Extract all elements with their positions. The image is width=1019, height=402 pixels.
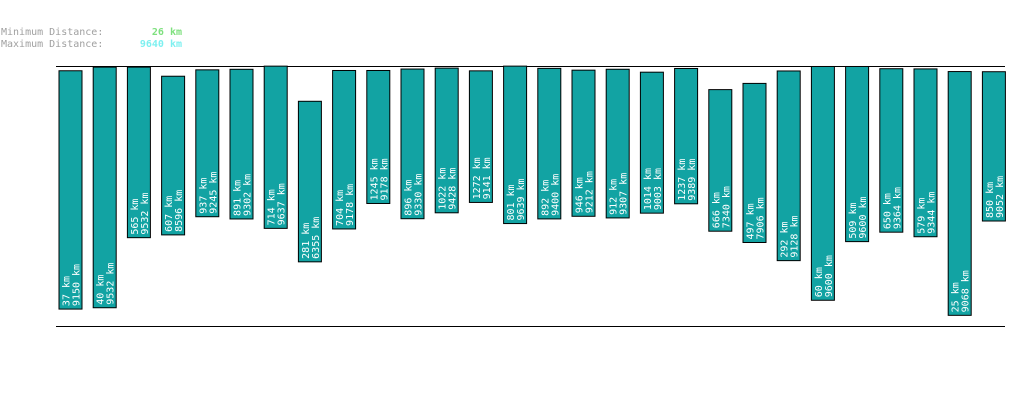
- min-label: 891 km: [233, 180, 244, 216]
- max-label: 6355 km: [311, 217, 322, 259]
- max-label: 9344 km: [927, 192, 938, 234]
- bar: [229, 68, 254, 220]
- bar: [879, 68, 904, 233]
- max-label: 9639 km: [516, 178, 527, 220]
- max-label: 9245 km: [208, 172, 219, 214]
- min-label: 850 km: [985, 182, 996, 218]
- max-label: 9364 km: [892, 187, 903, 229]
- bar: [263, 65, 288, 229]
- min-label: 650 km: [882, 193, 893, 229]
- summary-label: Minimum Distance:: [1, 27, 103, 38]
- min-label: 281 km: [301, 223, 312, 259]
- bar: [845, 65, 870, 243]
- max-label: 9068 km: [961, 270, 972, 312]
- bar: [913, 68, 938, 238]
- min-label: 912 km: [609, 179, 620, 215]
- bar: [571, 69, 596, 217]
- max-label: 9600 km: [824, 255, 835, 297]
- min-label: 892 km: [540, 180, 551, 216]
- bar: [674, 67, 699, 205]
- min-label: 1272 km: [472, 157, 483, 199]
- min-label: 666 km: [711, 192, 722, 228]
- max-label: 9212 km: [585, 171, 596, 213]
- summary-value: 26 km: [152, 27, 182, 38]
- max-label: 9128 km: [790, 215, 801, 257]
- min-label: 579 km: [917, 198, 928, 234]
- bar: [503, 65, 528, 225]
- min-label: 937 km: [198, 178, 209, 214]
- max-label: 9003 km: [653, 168, 664, 210]
- bar: [742, 82, 767, 243]
- bar: [366, 69, 391, 204]
- max-label: 9307 km: [619, 173, 630, 215]
- min-label: 565 km: [130, 199, 141, 235]
- bar: [297, 100, 322, 263]
- min-label: 25 km: [951, 282, 962, 312]
- max-label: 7340 km: [721, 186, 732, 228]
- max-label: 9302 km: [243, 174, 254, 216]
- min-label: 497 km: [746, 203, 757, 239]
- bar: [400, 68, 425, 220]
- bar: [708, 89, 733, 232]
- bar: [639, 71, 664, 214]
- max-label: 9330 km: [414, 174, 425, 216]
- max-label: 9637 km: [277, 183, 288, 225]
- max-label: 9532 km: [140, 193, 151, 235]
- min-label: 1022 km: [438, 168, 449, 210]
- max-label: 9532 km: [106, 263, 117, 305]
- min-label: 509 km: [848, 202, 859, 238]
- bar: [468, 70, 493, 203]
- min-label: 1237 km: [677, 159, 688, 201]
- max-label: 9178 km: [345, 184, 356, 226]
- bar: [195, 69, 220, 218]
- max-label: 9178 km: [379, 158, 390, 200]
- bar: [776, 70, 801, 262]
- summary-value: 9640 km: [140, 39, 182, 50]
- bar: [537, 67, 562, 220]
- max-label: 8596 km: [174, 190, 185, 232]
- min-label: 1014 km: [643, 168, 654, 210]
- max-label: 9428 km: [448, 168, 459, 210]
- summary-label: Maximum Distance:: [1, 39, 103, 50]
- min-label: 40 km: [96, 275, 107, 305]
- bar: [947, 71, 972, 316]
- max-label: 9150 km: [72, 264, 83, 306]
- max-label: 9052 km: [995, 176, 1006, 218]
- min-label: 37 km: [62, 276, 73, 306]
- bar: [58, 70, 83, 310]
- bar: [434, 67, 459, 214]
- bar: [605, 68, 630, 219]
- max-label: 7906 km: [756, 197, 767, 239]
- bar: [161, 75, 186, 236]
- min-label: 292 km: [780, 222, 791, 258]
- bar: [126, 66, 151, 239]
- min-label: 714 km: [267, 189, 278, 225]
- bar: [332, 69, 357, 230]
- min-label: 946 km: [575, 177, 586, 213]
- max-label: 9141 km: [482, 157, 493, 199]
- bar: [981, 71, 1006, 222]
- min-label: 801 km: [506, 184, 517, 220]
- max-label: 9389 km: [687, 159, 698, 201]
- bar: [92, 66, 117, 309]
- min-label: 1245 km: [369, 158, 380, 200]
- min-label: 896 km: [404, 180, 415, 216]
- max-label: 9600 km: [858, 196, 869, 238]
- max-label: 9400 km: [550, 174, 561, 216]
- min-label: 704 km: [335, 190, 346, 226]
- min-label: 60 km: [814, 267, 825, 297]
- bar: [810, 65, 835, 301]
- min-label: 607 km: [164, 196, 175, 232]
